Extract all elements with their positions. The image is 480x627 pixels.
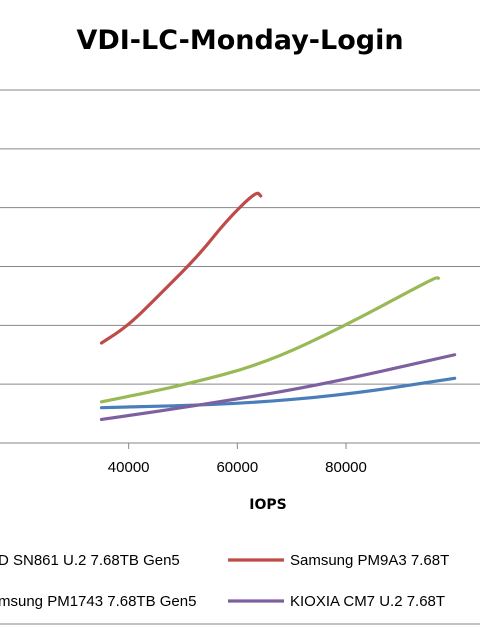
gridlines	[0, 89, 480, 444]
series-line-1	[99, 376, 457, 410]
x-tick-label: 80000	[325, 459, 367, 476]
legend: D SN861 U.2 7.68TB Gen5 Samsung PM9A3 7.6…	[0, 552, 480, 625]
x-ticks: 40000 60000 80000	[108, 443, 367, 476]
x-tick-label: 40000	[108, 459, 150, 476]
legend-label: Samsung PM9A3 7.68T	[290, 552, 449, 569]
series-line-4	[99, 353, 457, 422]
x-tick-label: 60000	[216, 459, 258, 476]
legend-label: msung PM1743 7.68TB Gen5	[0, 593, 196, 610]
legend-label: KIOXIA CM7 U.2 7.68T	[290, 593, 445, 610]
series-line-3	[99, 276, 440, 404]
chart-title: VDI-LC-Monday-Login	[76, 25, 403, 56]
series-lines	[99, 191, 457, 422]
series-line-2	[99, 191, 263, 345]
x-axis-title: IOPS	[249, 497, 286, 513]
legend-label: D SN861 U.2 7.68TB Gen5	[0, 552, 180, 569]
